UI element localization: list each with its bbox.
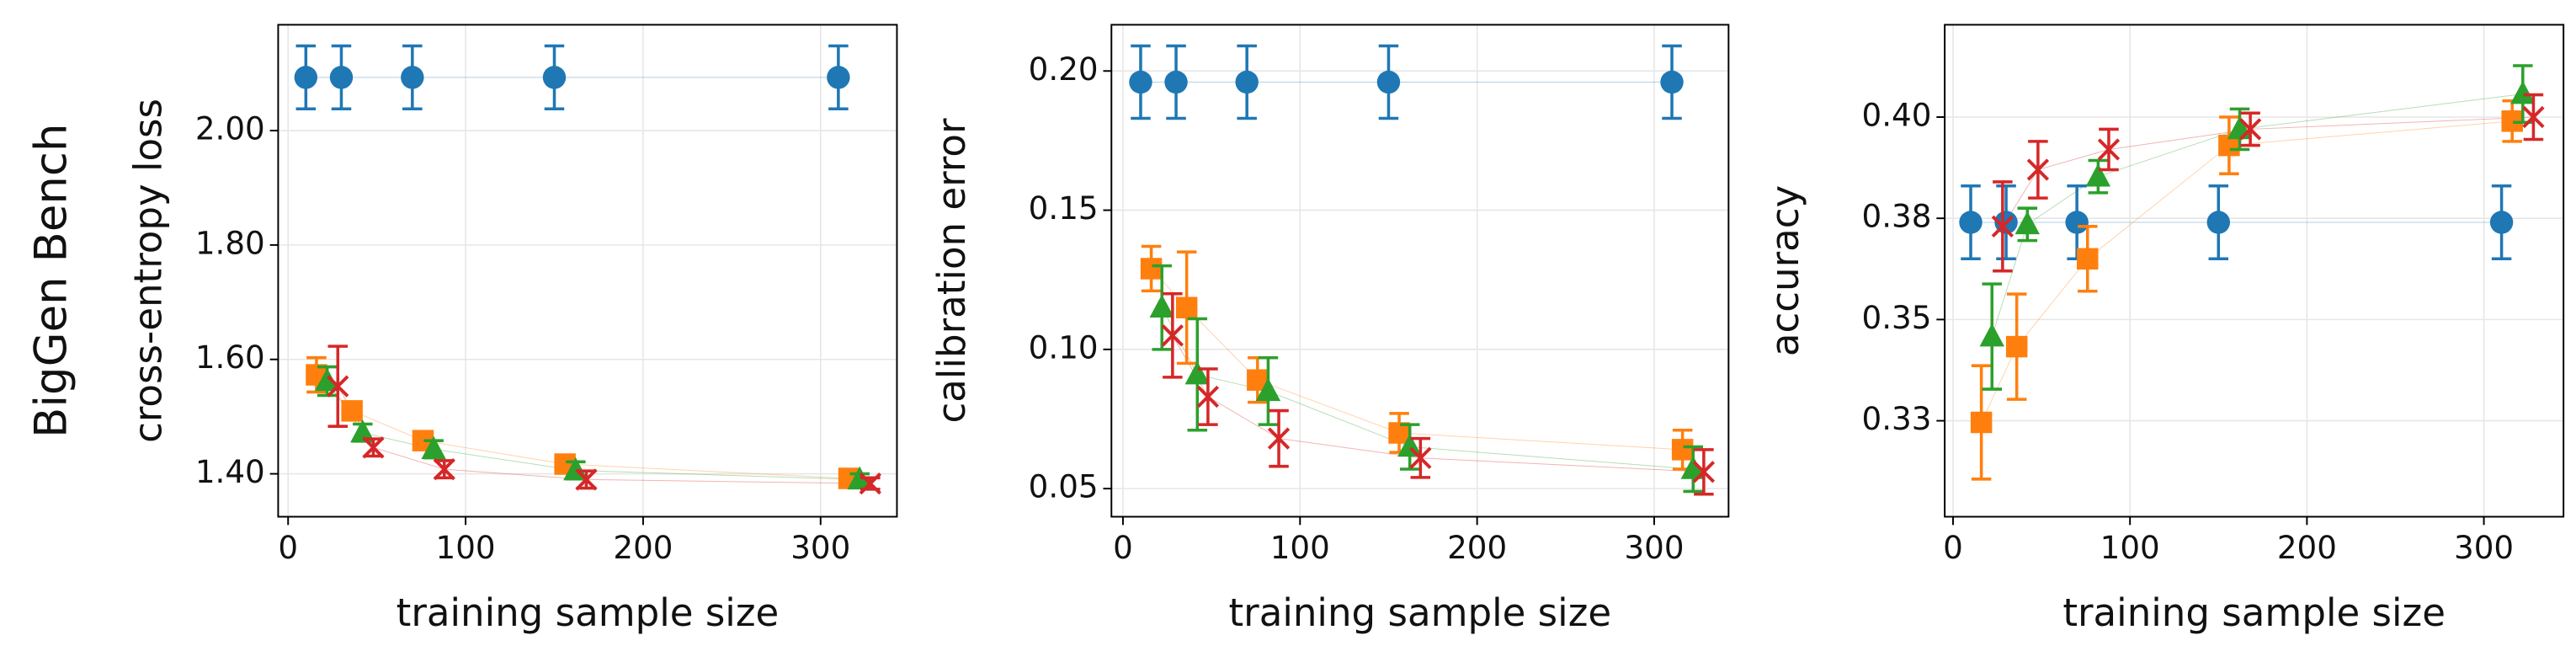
marker (327, 375, 349, 398)
series-line (1161, 307, 1694, 470)
marker (1376, 70, 1401, 94)
x-tick-label: 200 (2277, 529, 2337, 566)
marker (2238, 118, 2262, 141)
marker (1184, 360, 1210, 385)
y-tick-label: 0.40 (1862, 97, 1932, 134)
subplot: 0 100 200 300 1.40 1.60 1.80 2.00 training sampl… (125, 24, 898, 635)
marker (1692, 461, 1716, 483)
marker (2085, 163, 2111, 187)
x-tick-label: 0 (278, 529, 298, 566)
marker (314, 367, 340, 392)
marker (575, 468, 598, 491)
marker (1660, 70, 1684, 94)
marker (1671, 439, 1694, 461)
marker (1959, 211, 1983, 234)
marker (341, 400, 363, 422)
x-axis-label: training sample size (397, 590, 780, 635)
x-tick-label: 200 (1447, 529, 1507, 566)
marker (2014, 211, 2040, 235)
plot-frame (277, 24, 898, 518)
subplot: 0 100 200 300 0.05 0.10 0.15 0.20 training sampl… (929, 24, 1730, 635)
marker (1129, 70, 1152, 94)
marker (2065, 211, 2089, 234)
series-line (327, 381, 860, 480)
y-tick-label: 0.15 (1029, 190, 1099, 227)
marker (2097, 138, 2121, 161)
marker (2005, 335, 2028, 358)
y-tick-label: 0.05 (1029, 468, 1099, 505)
y-tick-label: 1.60 (195, 339, 265, 376)
x-tick-label: 100 (1270, 529, 1330, 566)
marker (1175, 296, 1198, 318)
marker (2026, 158, 2050, 181)
y-tick-label: 0.20 (1029, 51, 1099, 88)
subplot: 0 100 200 300 0.33 0.35 0.38 0.40 training sampl… (1763, 24, 2565, 635)
marker (1970, 411, 1993, 434)
x-axis-label: training sample size (1229, 590, 1612, 635)
x-tick-label: 300 (2454, 529, 2514, 566)
marker (401, 66, 424, 89)
marker (1235, 70, 1259, 94)
marker (542, 66, 567, 89)
y-axis-label: accuracy (1763, 185, 1807, 356)
marker (1149, 294, 1174, 318)
marker (329, 66, 354, 89)
marker (859, 472, 881, 495)
series-line (2002, 116, 2534, 227)
y-tick-label: 0.33 (1862, 400, 1932, 437)
x-tick-label: 300 (1624, 529, 1684, 566)
series-line (1151, 268, 1683, 451)
marker (1267, 427, 1291, 450)
marker (847, 466, 872, 490)
series-line (1981, 120, 2513, 423)
x-tick-label: 0 (1113, 529, 1133, 566)
marker (2489, 211, 2514, 234)
y-axis-label: cross-entropy loss (125, 99, 170, 443)
x-tick-label: 200 (613, 529, 673, 566)
x-tick-label: 100 (2100, 529, 2160, 566)
x-tick-label: 100 (436, 529, 496, 566)
marker (1140, 258, 1163, 280)
marker (1680, 456, 1706, 479)
plot-frame (1944, 24, 2565, 518)
x-axis-label: training sample size (2062, 590, 2446, 635)
marker (362, 436, 385, 459)
marker (1196, 385, 1220, 408)
marker (1409, 446, 1432, 469)
x-tick-label: 0 (1943, 529, 1963, 566)
plot-frame (1110, 24, 1730, 518)
y-tick-label: 0.38 (1862, 198, 1932, 235)
row-title: BigGen Bench (25, 123, 77, 437)
marker (2510, 80, 2536, 104)
x-tick-label: 300 (790, 529, 850, 566)
marker (294, 66, 318, 89)
marker (2206, 211, 2231, 234)
marker (1161, 324, 1184, 347)
y-tick-label: 2.00 (195, 110, 265, 147)
marker (1255, 377, 1281, 402)
marker (2522, 105, 2545, 129)
marker (827, 66, 850, 89)
marker (1164, 70, 1188, 94)
y-axis-label: calibration error (929, 118, 974, 424)
marker (421, 435, 446, 460)
marker (2077, 248, 2099, 270)
y-tick-label: 0.10 (1029, 328, 1099, 366)
marker (1397, 433, 1423, 457)
marker (350, 419, 375, 443)
y-tick-label: 1.40 (195, 453, 265, 490)
marker (433, 457, 455, 481)
marker (1991, 215, 2014, 238)
y-tick-label: 1.80 (195, 224, 265, 261)
y-tick-label: 0.35 (1862, 299, 1932, 336)
marker (1979, 323, 2004, 347)
